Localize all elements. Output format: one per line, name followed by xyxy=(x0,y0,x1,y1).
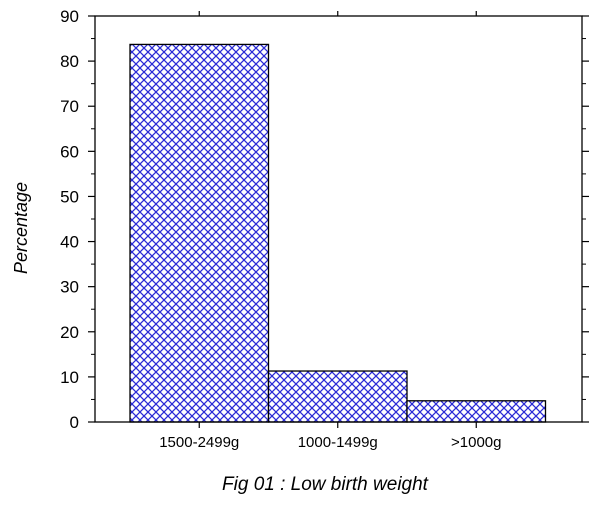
category-labels: 1500-2499g 1000-1499g >1000g xyxy=(159,434,501,451)
y-tick-label: 10 xyxy=(60,368,79,387)
y-tick-label: 20 xyxy=(60,323,79,342)
y-tick-labels: 0 10 20 30 40 50 60 70 80 90 xyxy=(60,7,79,432)
ticks-layer xyxy=(88,11,589,428)
bar-1500-2499g xyxy=(129,43,270,423)
y-tick-label: 70 xyxy=(60,97,79,116)
y-axis-title: Percentage xyxy=(11,182,31,274)
y-tick-label: 60 xyxy=(60,142,79,161)
figure-caption: Fig 01 : Low birth weight xyxy=(222,474,429,495)
category-label: >1000g xyxy=(451,434,501,451)
y-tick-label: 50 xyxy=(60,187,79,206)
bar-1000-1499g xyxy=(267,370,408,423)
y-tick-label: 30 xyxy=(60,278,79,297)
y-tick-label: 0 xyxy=(70,413,79,432)
bar->1000g xyxy=(406,400,547,423)
y-tick-label: 80 xyxy=(60,52,79,71)
y-tick-label: 90 xyxy=(60,7,79,26)
category-label: 1500-2499g xyxy=(159,434,239,451)
y-tick-label: 40 xyxy=(60,233,79,252)
category-label: 1000-1499g xyxy=(298,434,378,451)
bars-layer xyxy=(129,43,547,423)
